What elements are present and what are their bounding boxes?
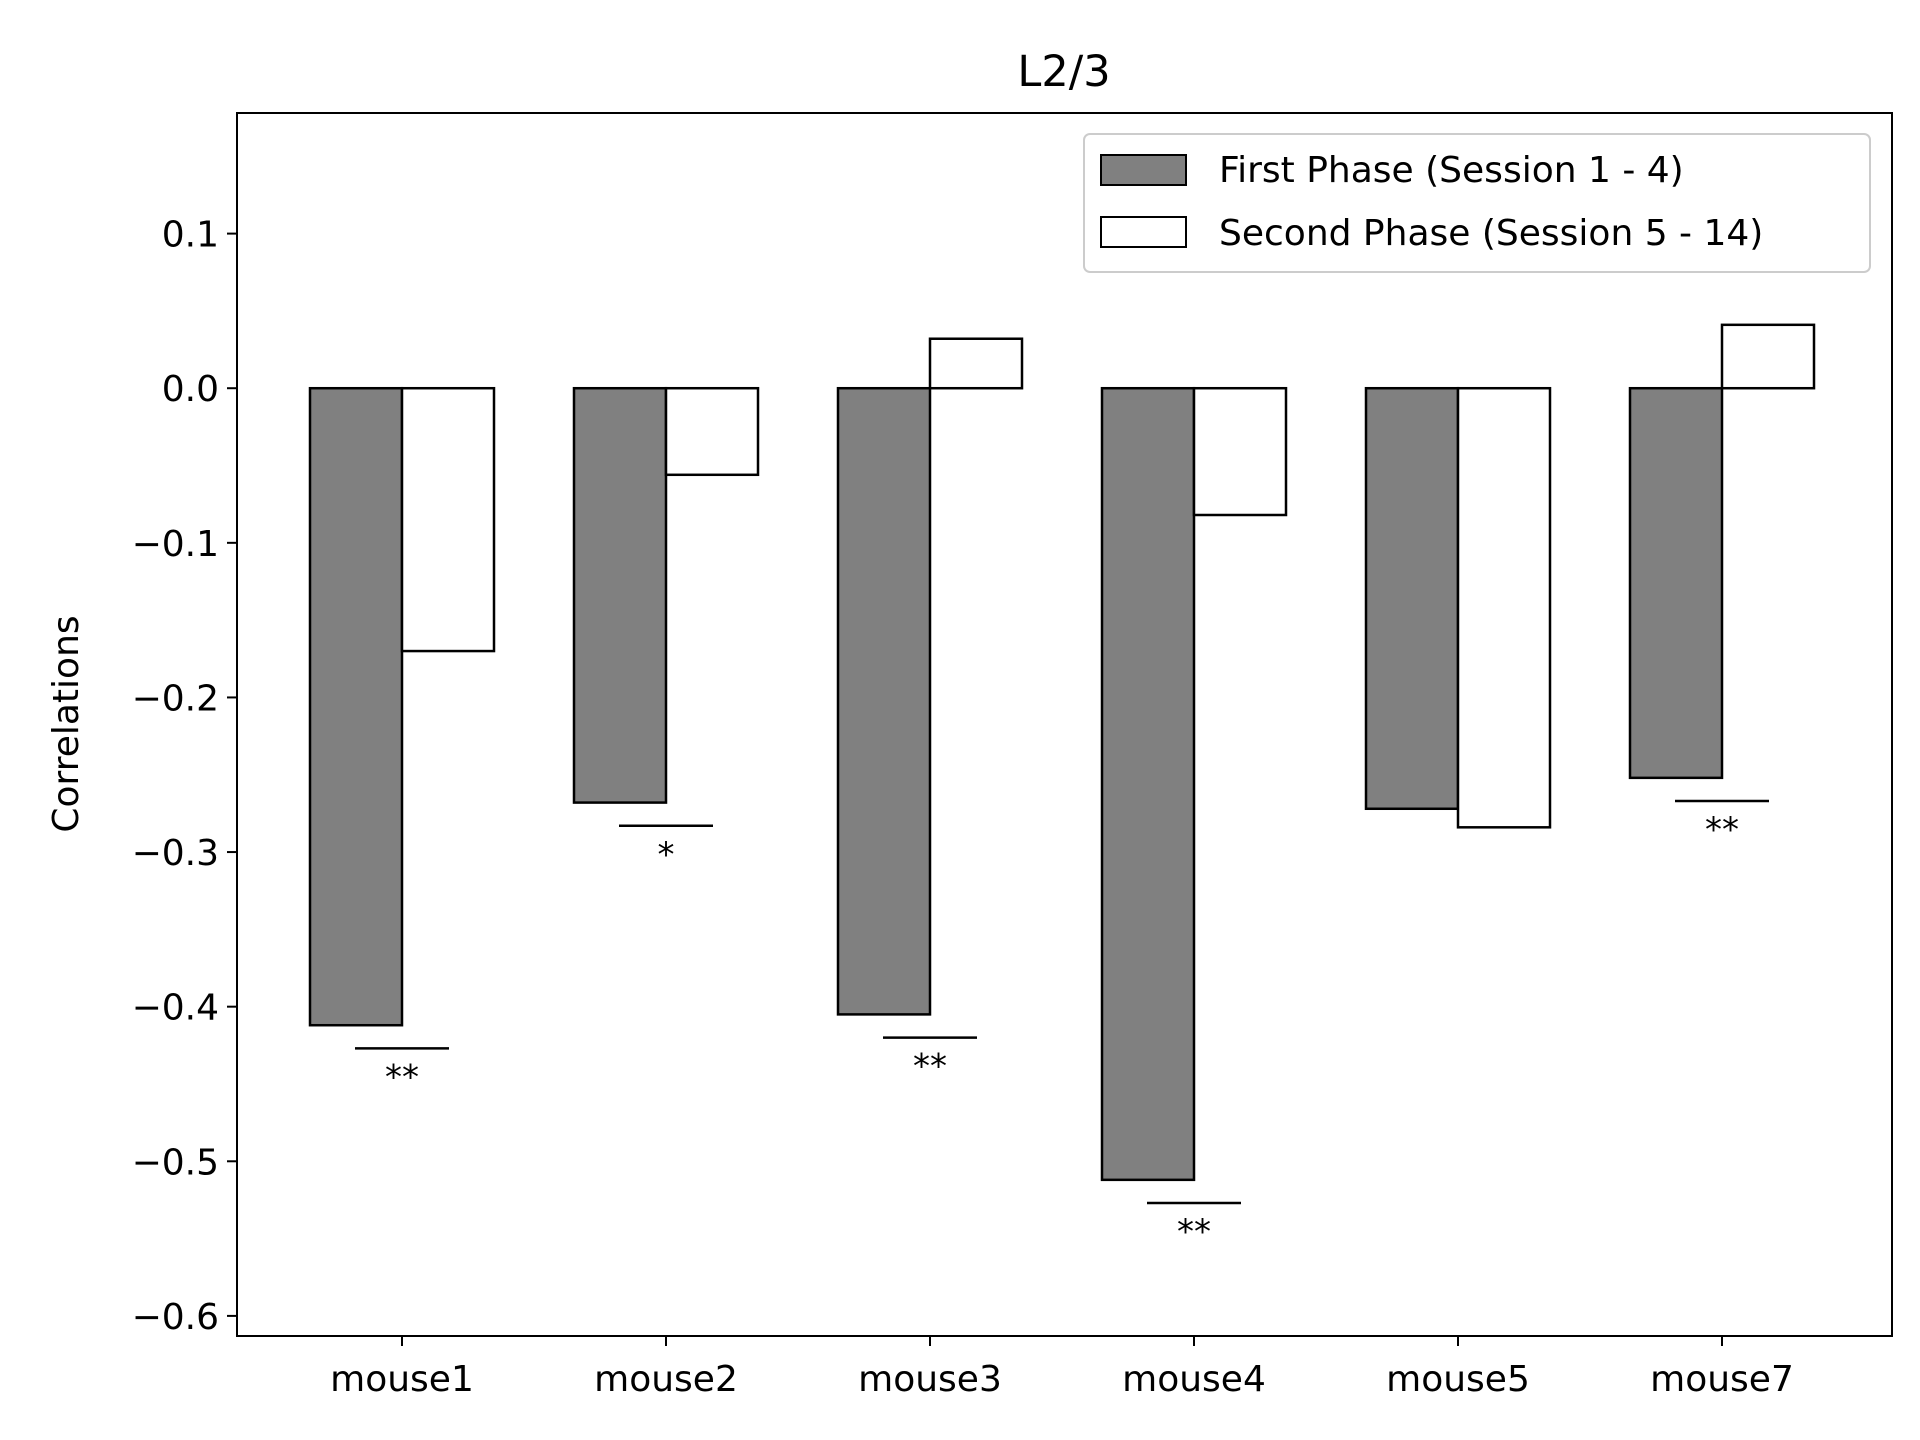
x-tick-label-mouse2: mouse2 [594, 1359, 738, 1400]
x-tick-label-mouse3: mouse3 [858, 1359, 1002, 1400]
legend-swatch-second-phase [1100, 216, 1187, 248]
x-tick-label-mouse7: mouse7 [1650, 1359, 1794, 1400]
y-tick-label: −0.1 [132, 524, 219, 565]
bar-mouse3-series-2 [928, 337, 1024, 390]
x-tick-label-mouse5: mouse5 [1386, 1359, 1530, 1400]
bar-mouse3-series-1 [836, 386, 932, 1016]
y-tick-label: −0.2 [132, 678, 219, 719]
bar-mouse2-series-2 [664, 386, 760, 477]
legend: First Phase (Session 1 - 4) Second Phase… [1083, 133, 1871, 273]
bar-mouse7-series-2 [1720, 323, 1816, 390]
bar-mouse4-series-1 [1100, 386, 1196, 1182]
y-tick-label: 0.1 [162, 215, 219, 256]
legend-swatch-first-phase [1100, 154, 1187, 186]
bar-mouse2-series-1 [572, 386, 668, 804]
y-axis-label: Correlations [46, 615, 87, 832]
x-tick-label-mouse1: mouse1 [330, 1359, 474, 1400]
chart-title: L2/3 [1017, 47, 1110, 97]
bar-mouse5-series-2 [1456, 386, 1552, 829]
significance-layer: ********* [355, 799, 1769, 1252]
bar-mouse4-series-2 [1192, 386, 1288, 517]
bar-mouse5-series-1 [1364, 386, 1460, 811]
y-tick-label: −0.4 [132, 988, 219, 1029]
significance-label-mouse2: * [658, 835, 675, 875]
x-axis: mouse1 mouse2 mouse3 mouse4 mouse5 mouse7 [330, 1336, 1794, 1400]
y-tick-label: −0.5 [132, 1142, 219, 1183]
legend-frame [1083, 133, 1871, 273]
legend-label-first-phase: First Phase (Session 1 - 4) [1219, 150, 1684, 191]
significance-label-mouse4: ** [1177, 1212, 1211, 1252]
y-tick-label: 0.0 [162, 369, 219, 410]
bars-layer [308, 323, 1816, 1182]
x-tick-label-mouse4: mouse4 [1122, 1359, 1266, 1400]
legend-label-second-phase: Second Phase (Session 5 - 14) [1219, 213, 1763, 254]
y-tick-label: −0.3 [132, 833, 219, 874]
significance-label-mouse1: ** [385, 1057, 419, 1097]
significance-label-mouse7: ** [1705, 810, 1739, 850]
y-axis: 0.1 0.0 −0.1 −0.2 −0.3 −0.4 −0.5 −0.6 [132, 215, 237, 1338]
bar-mouse1-series-2 [400, 386, 496, 653]
significance-label-mouse3: ** [913, 1047, 947, 1087]
plot-frame [236, 112, 1893, 1337]
bar-mouse7-series-1 [1628, 386, 1724, 780]
bar-mouse1-series-1 [308, 386, 404, 1027]
y-tick-label: −0.6 [132, 1297, 219, 1338]
